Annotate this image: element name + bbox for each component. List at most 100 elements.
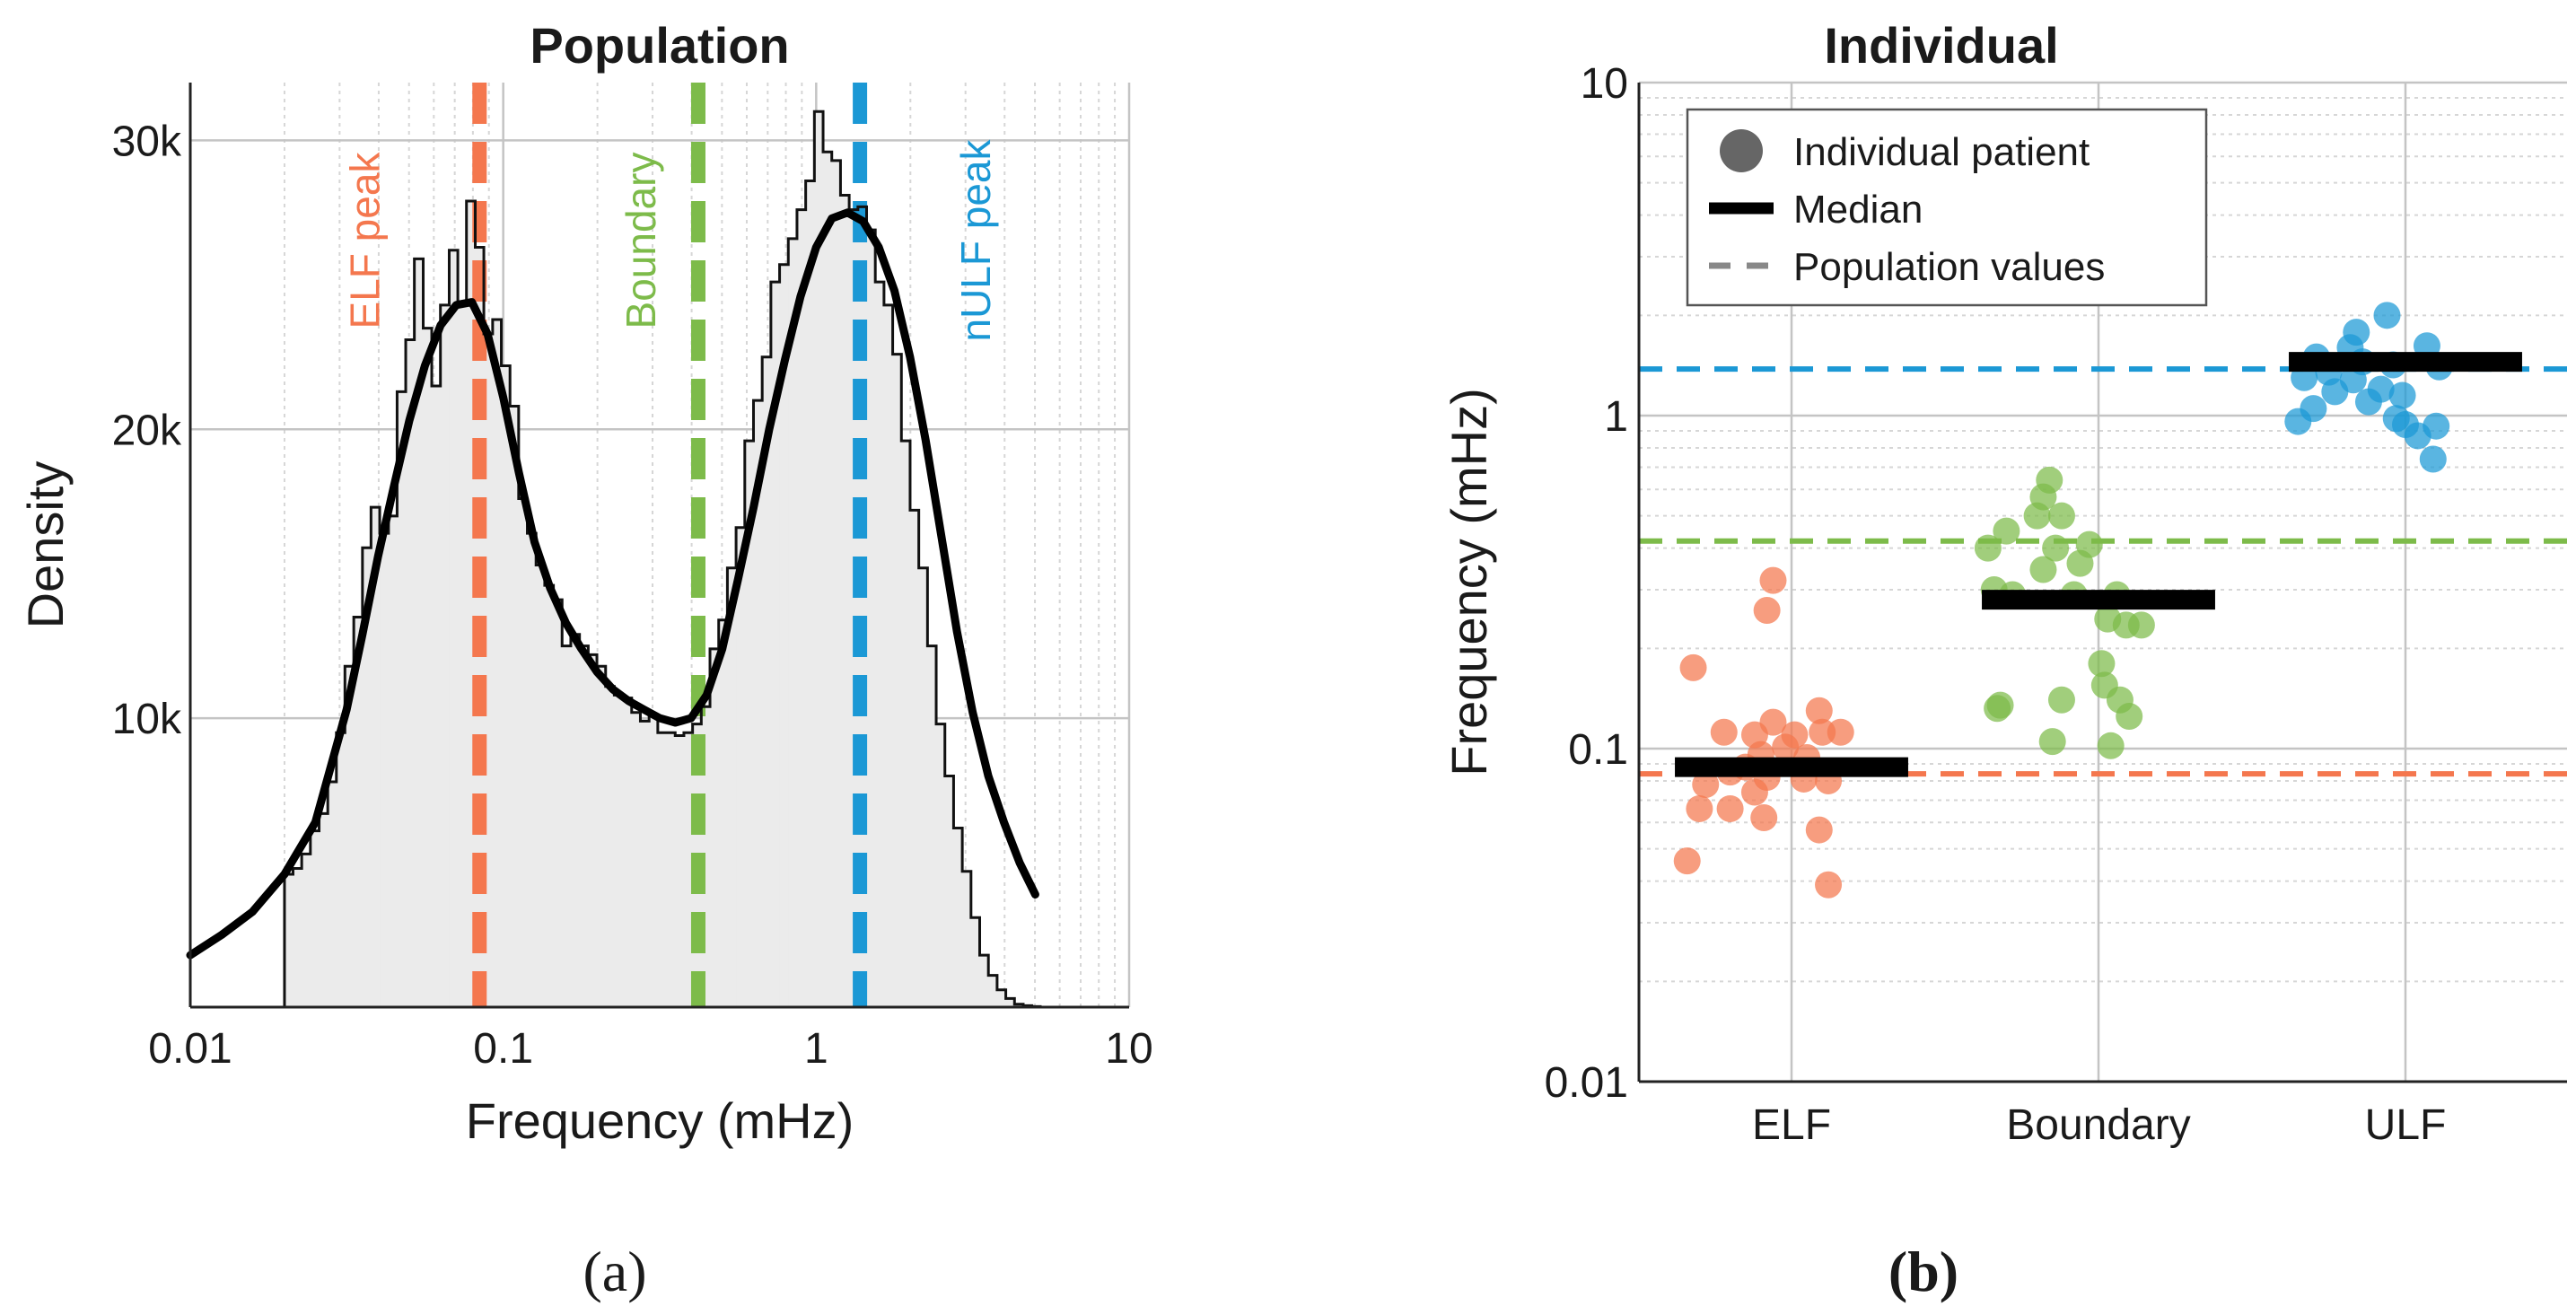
histogram-bar [970,917,981,1007]
patient-point-elf [1805,697,1833,724]
histogram-bar [354,617,364,1007]
histogram-bar [423,328,433,1007]
histogram-bar [875,282,885,1007]
histogram-bar [614,695,624,1007]
histogram-bar [649,714,659,1007]
histogram-bar [944,776,955,1007]
vline-label: nULF peak [952,138,999,341]
patient-point-elf [1753,597,1781,625]
y-tick-label: 10 [1581,60,1628,108]
panel-b-axes [1637,83,2567,1083]
x-tick-label: 1 [804,1025,828,1073]
panel-b-ylabel: Frequency (mHz) [1441,388,1497,776]
histogram-bar [666,732,676,1007]
y-tick-label: 10k [112,696,182,743]
histogram-bar [805,180,815,1007]
vline-label: ELF peak [341,152,388,329]
histogram-bar [918,567,928,1007]
patient-point-elf [1673,847,1701,875]
histogram-bar [597,666,607,1007]
histogram-bar [1005,998,1015,1007]
histogram-bar [414,259,425,1007]
patient-point-boundary [1993,517,2020,545]
histogram-bar [293,868,302,1007]
patient-point-boundary [2088,650,2116,678]
y-tick-label: 1 [1604,393,1628,441]
patient-point-boundary [2116,703,2143,731]
histogram-bar [892,354,902,1007]
panel-b-tick-labels: 0.01 0.1 1 10 ELF Boundary ULF [1545,60,2447,1149]
histogram-bar [683,732,694,1007]
patient-point-elf [1805,816,1833,844]
panel-b-title: Individual [1824,17,2058,74]
patient-point-boundary [2042,534,2070,562]
legend-marker-circle [1720,129,1763,172]
patient-point-ulf [2284,408,2312,435]
panel-a-population: 0.01 0.1 1 10 10k 20k 30k ELF peak Boundary nULF… [17,17,1153,1303]
patient-point-boundary [2023,502,2051,530]
histogram-bar [962,871,972,1007]
histogram-bar [588,654,598,1007]
patient-point-elf [1809,718,1836,746]
histogram-bar [988,975,998,1007]
histogram-bar [345,666,355,1007]
histogram-bar [544,585,555,1007]
histogram-bar [840,195,850,1007]
histogram-bar [710,648,720,1007]
patient-point-elf [1772,733,1800,761]
histogram-bar [909,510,920,1007]
histogram-bar [979,955,989,1007]
patient-point-elf [1740,778,1768,806]
histogram-bar [779,264,789,1007]
histogram-bar [605,686,616,1007]
histogram-bar [432,385,442,1007]
y-tick-label: 20k [112,407,182,454]
y-tick-label: 0.1 [1568,726,1628,774]
histogram-bar [562,645,572,1007]
histogram-bar [623,697,633,1007]
patient-point-boundary [1974,534,2002,562]
patient-point-boundary [2066,549,2094,577]
histogram-bar [527,533,537,1007]
patient-point-elf [1716,794,1744,822]
histogram-bar [1014,1004,1024,1007]
histogram-bar [310,830,320,1007]
histogram-bar [927,645,937,1007]
histogram-bar [553,600,563,1007]
histogram-bar [501,365,511,1007]
histogram-bar [284,873,294,1007]
histogram-bar [319,813,329,1007]
histogram-bar [866,230,876,1007]
histogram-bar [336,732,346,1007]
histogram-bar [302,854,311,1007]
patient-point-boundary [2038,728,2066,756]
histogram-bar [440,304,451,1007]
patient-point-elf [1692,771,1720,799]
legend-box [1686,108,2208,307]
histogram-bar [510,406,520,1007]
histogram-bar [466,200,477,1007]
patient-point-elf [1679,653,1707,681]
histogram-bar [579,645,589,1007]
histogram-bar [640,721,650,1007]
histogram-bar [736,527,746,1007]
panel-a-ylabel: Density [17,461,74,629]
histogram-outline [283,110,1042,1008]
histogram-bar [770,282,781,1007]
patient-point-boundary [2127,611,2155,639]
vertical-lines [472,83,868,1007]
histogram-bar [936,723,946,1007]
legend: Individual patient Median Population value… [1686,108,2208,307]
category-label-elf: ELF [1752,1101,1831,1149]
histogram-bar [831,160,842,1007]
legend-entry-label: Median [1793,188,1923,232]
histogram-bar [901,441,911,1007]
histogram-step [283,110,1042,1008]
x-tick-label: 10 [1105,1025,1152,1073]
patient-point-elf [1827,718,1854,746]
histogram-bar [492,319,503,1007]
histogram-bar [362,548,372,1007]
patient-point-boundary [2097,732,2125,759]
histogram-bar [328,781,337,1007]
